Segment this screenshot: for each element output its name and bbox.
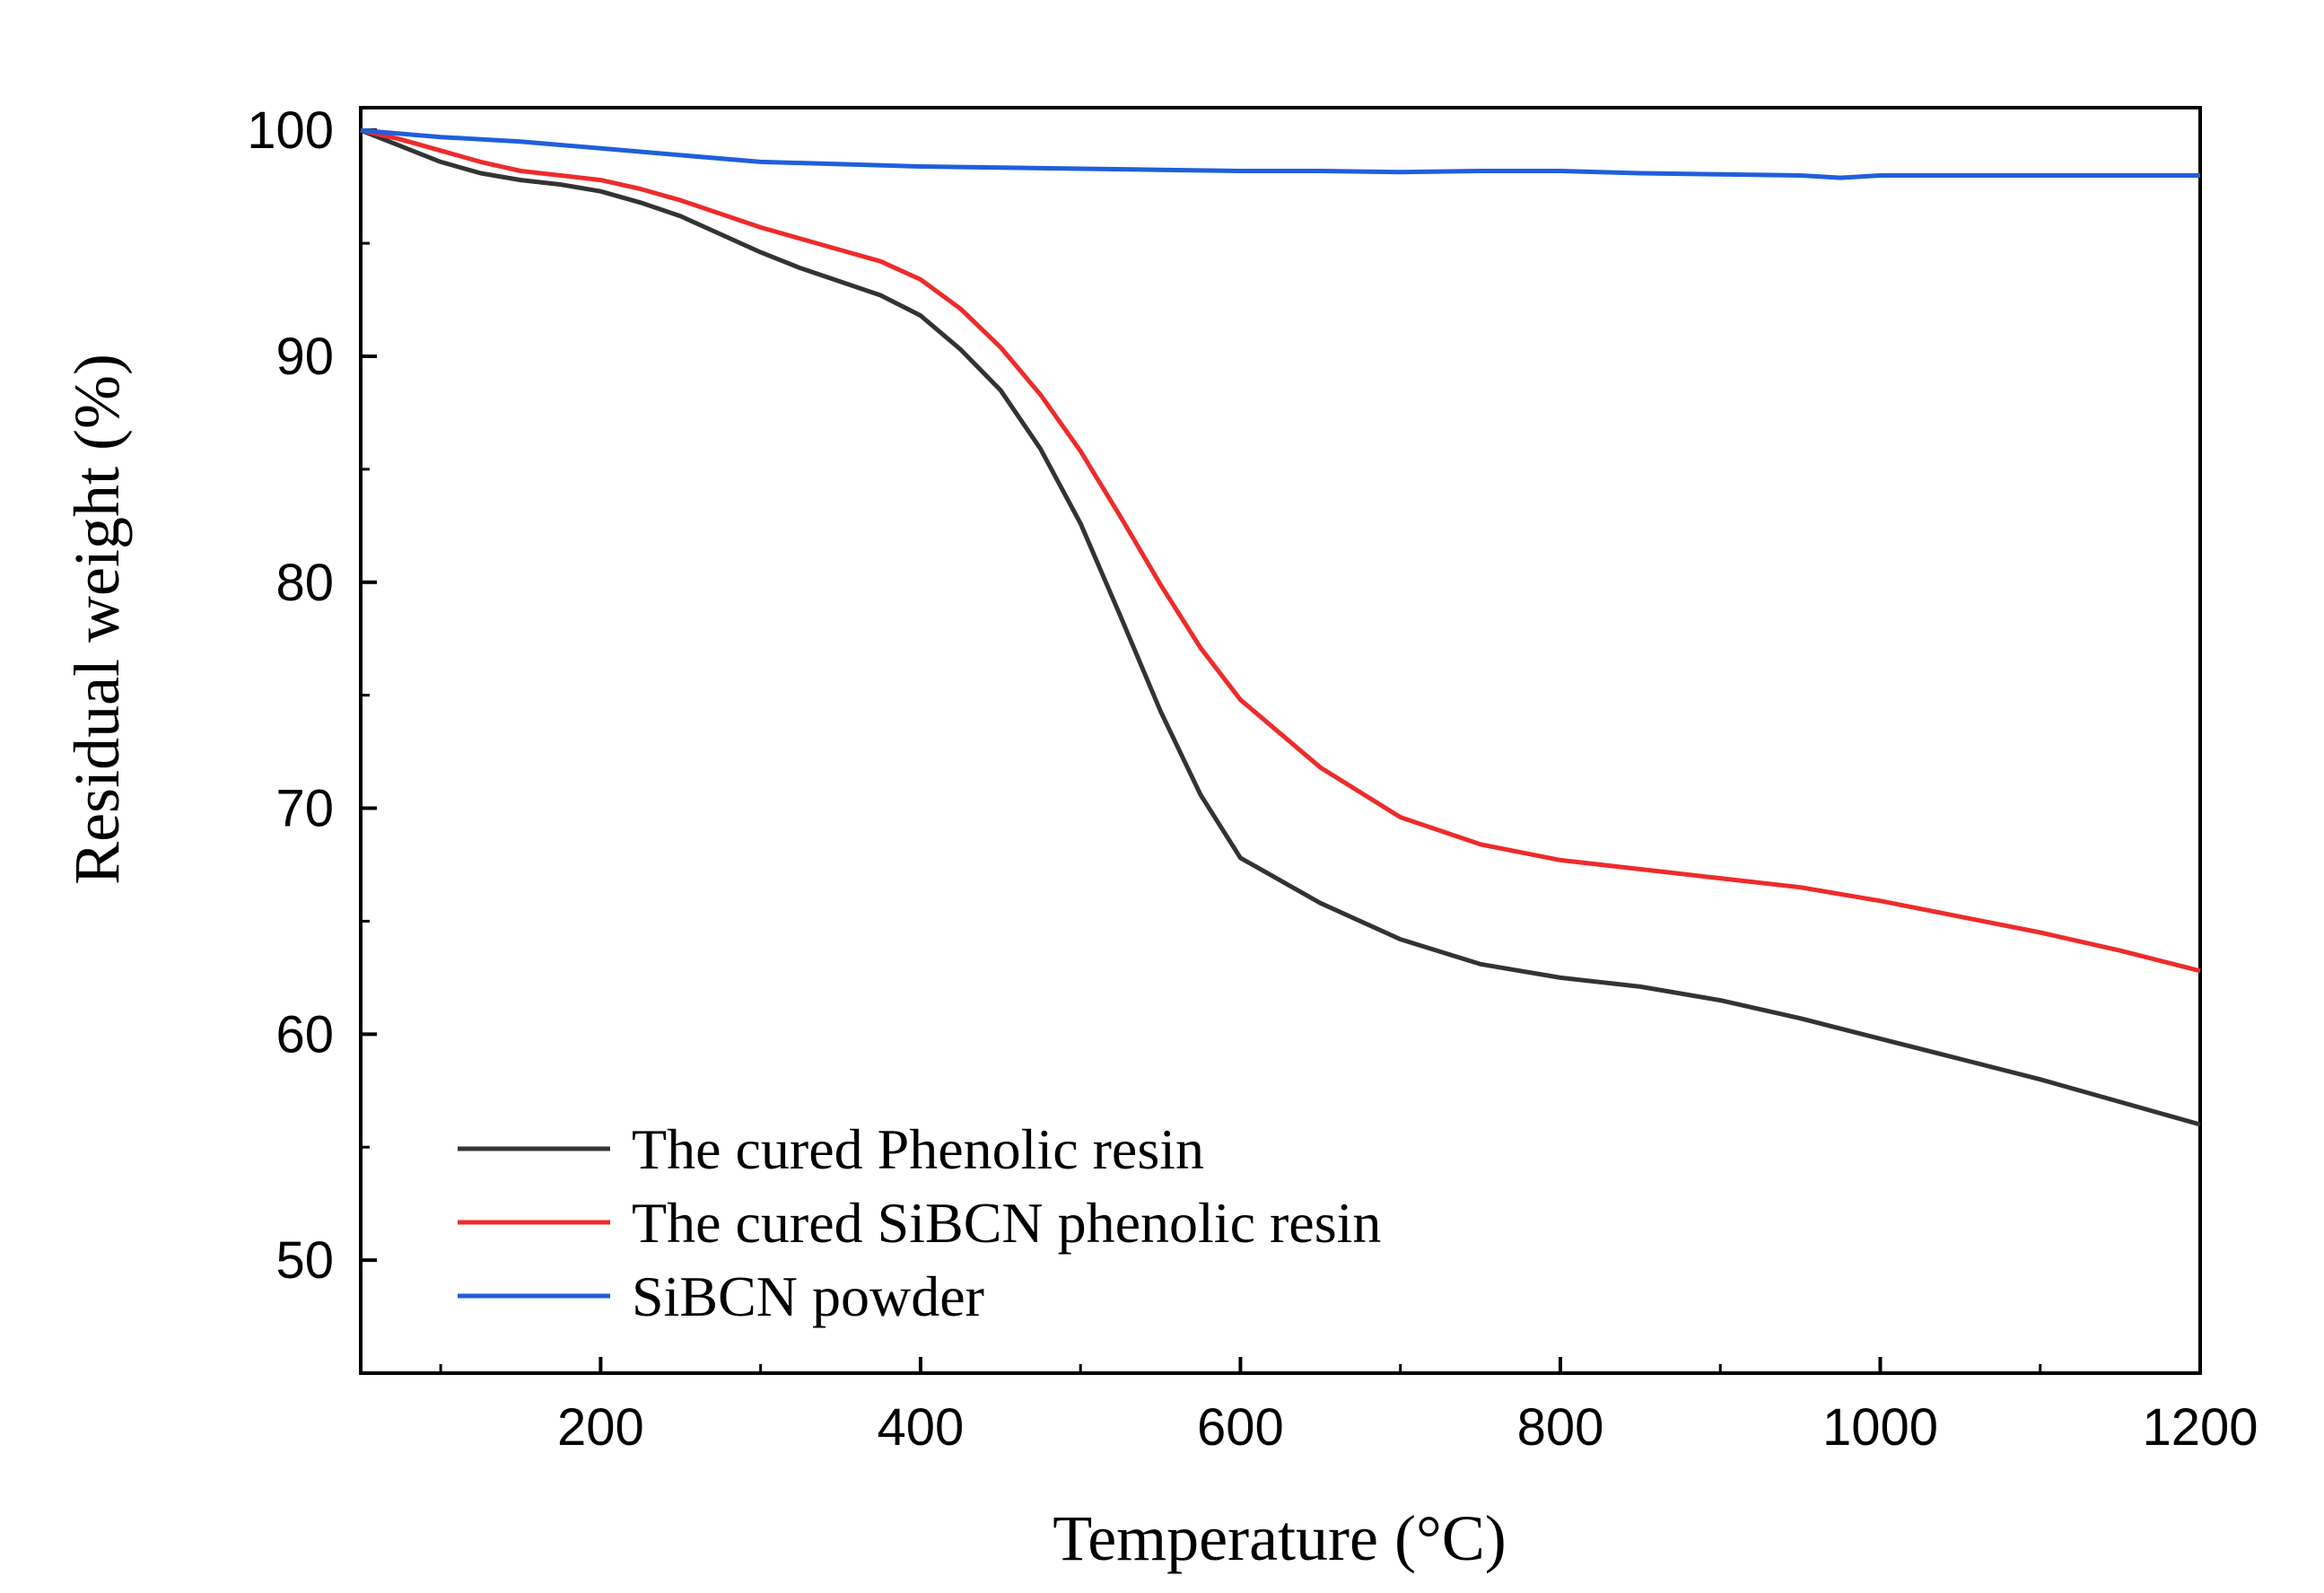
y-tick-label: 80 <box>275 554 334 612</box>
x-tick-label: 800 <box>1517 1398 1604 1457</box>
plot-frame <box>359 106 2202 1375</box>
x-tick-label: 400 <box>878 1398 965 1457</box>
y-tick-label: 70 <box>275 780 334 838</box>
y-tick-label: 100 <box>247 101 334 160</box>
legend-label-1: The cured Phenolic resin <box>632 1117 1204 1181</box>
plot-area: 200 400 600 800 1000 1200 50 60 70 80 90 100 The cur… <box>247 101 2258 1457</box>
x-tick-label: 1200 <box>2142 1398 2258 1457</box>
x-axis-title: Temperature (°C) <box>1053 1502 1507 1574</box>
y-axis-title: Residual weight (%) <box>61 354 133 885</box>
y-tick-label: 90 <box>275 328 334 386</box>
series-line-3 <box>360 127 2200 180</box>
legend-label-3: SiBCN powder <box>632 1265 984 1328</box>
series-line-2 <box>360 127 2201 974</box>
x-tick-label: 200 <box>557 1398 644 1457</box>
series-line-1 <box>360 127 2201 1127</box>
x-tick-label: 600 <box>1197 1398 1284 1457</box>
y-tick-label: 50 <box>275 1231 334 1290</box>
legend-label-2: The cured SiBCN phenolic resin <box>632 1191 1381 1255</box>
x-tick-label: 1000 <box>1822 1398 1938 1457</box>
y-tick-label: 60 <box>275 1005 334 1063</box>
